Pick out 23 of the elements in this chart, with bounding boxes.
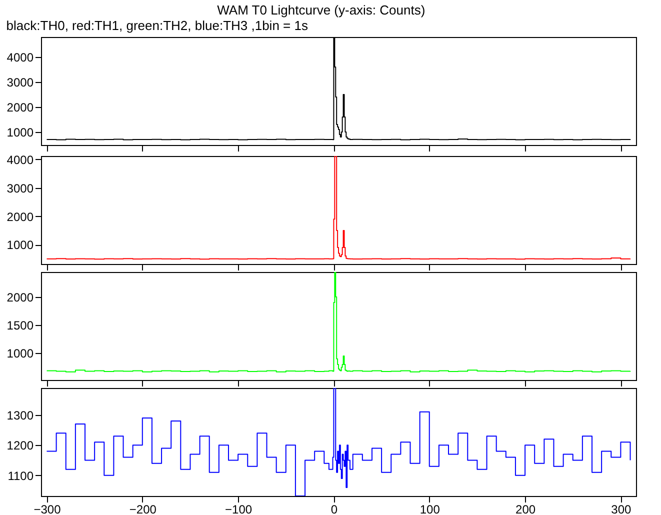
y-tick-label: 3000 xyxy=(6,181,34,196)
x-tick-label: 300 xyxy=(611,502,632,515)
y-tick-label: 2000 xyxy=(6,100,34,114)
y-tick-label: 1000 xyxy=(6,238,34,252)
y-tick-label: 1300 xyxy=(6,408,34,422)
y-tick-label: 2000 xyxy=(6,290,34,304)
x-tick-label: −300 xyxy=(34,502,62,515)
x-tick-label: −100 xyxy=(225,502,252,515)
y-tick-label: 3000 xyxy=(6,76,34,90)
x-tick-label: −200 xyxy=(129,502,157,515)
chart-title: WAM T0 Lightcurve (y-axis: Counts) xyxy=(217,2,426,18)
y-tick-label: 1500 xyxy=(6,318,34,333)
y-tick-label: 1200 xyxy=(6,438,34,453)
chart-subtitle: black:TH0, red:TH1, green:TH2, blue:TH3 ,1bin = 1s xyxy=(6,18,308,33)
y-tick-label: 4000 xyxy=(6,152,34,167)
y-tick-label: 1100 xyxy=(8,468,34,483)
y-tick-label: 4000 xyxy=(6,50,34,64)
x-tick-label: 100 xyxy=(420,502,440,515)
x-tick-label: 0 xyxy=(330,502,338,515)
x-tick-label: 200 xyxy=(516,502,536,515)
y-tick-label: 1000 xyxy=(6,346,34,361)
y-tick-label: 1000 xyxy=(6,126,34,140)
y-tick-label: 2000 xyxy=(6,210,34,224)
